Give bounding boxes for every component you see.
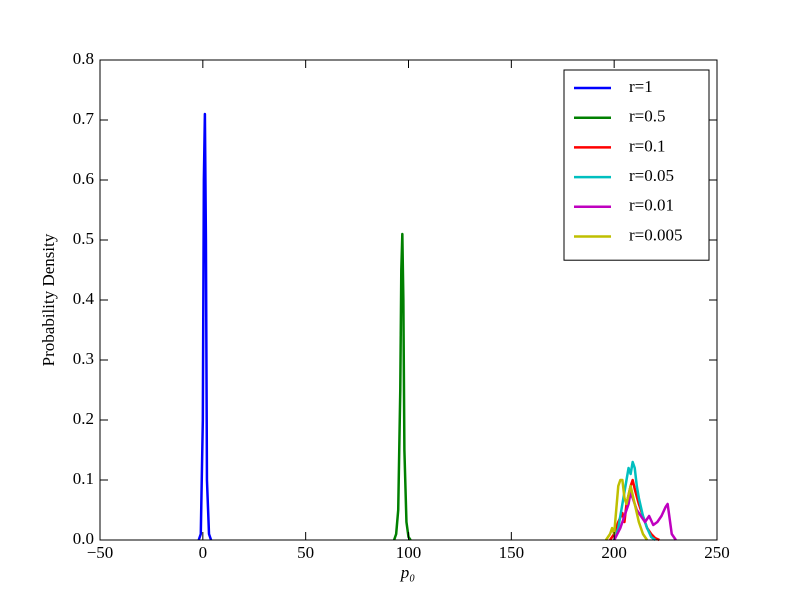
data-line (392, 232, 412, 541)
legend-label: r=0.05 (629, 166, 674, 185)
y-tick-label: 0.7 (73, 109, 95, 128)
data-line (612, 460, 657, 542)
data-line (613, 490, 677, 541)
legend-label: r=0.005 (629, 225, 683, 244)
x-tick-label: 250 (704, 543, 730, 562)
data-line (604, 478, 649, 541)
x-tick-label: −50 (87, 543, 114, 562)
legend-label: r=0.01 (629, 196, 674, 215)
y-tick-label: 0.8 (73, 49, 94, 68)
y-tick-label: 0.0 (73, 529, 94, 548)
x-tick-label: 200 (601, 543, 627, 562)
legend-label: r=0.1 (629, 136, 666, 155)
x-tick-label: 0 (199, 543, 208, 562)
y-tick-label: 0.6 (73, 169, 94, 188)
legend-box (563, 69, 710, 261)
data-line (197, 112, 213, 541)
x-tick-label: 100 (396, 543, 422, 562)
plot-frame (99, 59, 718, 541)
y-axis-label: Probability Density (39, 233, 58, 366)
y-tick-label: 0.5 (73, 229, 94, 248)
y-tick-label: 0.3 (73, 349, 94, 368)
legend-label: r=1 (629, 77, 653, 96)
x-tick-label: 150 (499, 543, 525, 562)
x-tick-label: 50 (297, 543, 314, 562)
legend-label: r=0.5 (629, 107, 666, 126)
y-tick-label: 0.4 (73, 289, 95, 308)
x-axis-label: p₀ (400, 563, 416, 582)
y-tick-label: 0.2 (73, 409, 94, 428)
y-tick-label: 0.1 (73, 469, 94, 488)
